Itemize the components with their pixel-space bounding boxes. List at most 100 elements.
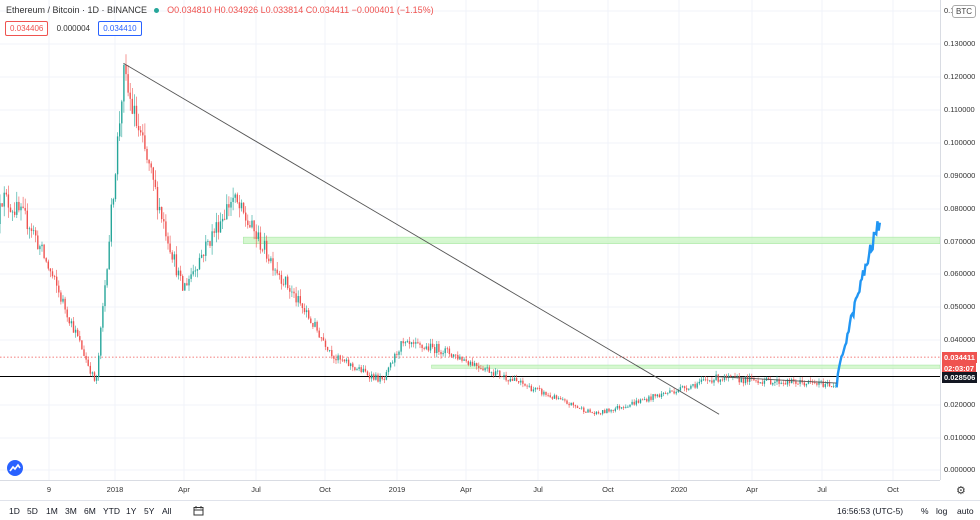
- candle-body: [266, 240, 268, 259]
- candle-body: [373, 374, 375, 380]
- candle-body: [730, 375, 732, 377]
- timeframe-button[interactable]: All: [162, 506, 172, 516]
- candle-body: [163, 219, 165, 222]
- candle-body: [326, 346, 329, 351]
- candle-body: [389, 362, 392, 368]
- candle-body: [518, 381, 520, 383]
- candle-body: [807, 380, 810, 384]
- candle-body: [316, 321, 318, 331]
- timeframe-button[interactable]: 1D: [9, 506, 20, 516]
- candle-body: [93, 372, 96, 381]
- timeframe-button[interactable]: 3M: [65, 506, 77, 516]
- ask-pill[interactable]: 0.034410: [98, 21, 142, 36]
- crosshair-price-label: 0.028506: [942, 371, 978, 383]
- timeframe-button[interactable]: 6M: [84, 506, 96, 516]
- candle-body: [110, 204, 112, 242]
- candle-body: [471, 361, 474, 366]
- trendlines: [123, 62, 837, 415]
- log-toggle[interactable]: log: [936, 506, 948, 516]
- candle-body: [343, 359, 346, 362]
- candle-body: [329, 350, 331, 351]
- price-axis[interactable]: 0.1400000.1300000.1200000.1100000.100000…: [940, 0, 980, 480]
- candle-body: [602, 410, 604, 414]
- time-axis[interactable]: 9 2018 Apr Jul Oct 2019 Apr Jul Oct 2020 Apr Jul Oct: [0, 480, 940, 497]
- clock[interactable]: 16:56:53 (UTC-5): [837, 506, 904, 516]
- time-tick-label: 9: [46, 485, 52, 494]
- symbol-legend: Ethereum / Bitcoin · 1D · BINANCE O0.034…: [6, 5, 434, 15]
- candle-body: [509, 378, 511, 382]
- candle-body: [440, 351, 442, 355]
- time-tick-label: 2019: [388, 485, 406, 494]
- candle-body: [421, 344, 423, 349]
- candle-body: [242, 202, 245, 213]
- price-tick-label: 0.100000: [944, 138, 976, 147]
- symbol-title[interactable]: Ethereum / Bitcoin · 1D · BINANCE: [6, 5, 148, 15]
- candle-body: [734, 376, 736, 378]
- candle-body: [152, 167, 154, 180]
- candle-body: [219, 221, 222, 233]
- candle-body: [299, 296, 301, 304]
- candle-body: [728, 375, 730, 378]
- candle-body: [774, 381, 776, 384]
- candle-body: [700, 379, 703, 382]
- candle-body: [66, 309, 68, 318]
- candle-body: [616, 406, 619, 409]
- candle-body: [45, 258, 47, 262]
- candle-body: [131, 98, 133, 114]
- candle-body: [501, 376, 503, 377]
- price-tick-label: 0.130000: [944, 39, 976, 48]
- candle-body: [375, 374, 377, 380]
- timeframe-button[interactable]: 1M: [46, 506, 58, 516]
- candle-body: [87, 359, 89, 366]
- candle-body: [494, 371, 497, 376]
- settings-gear-icon[interactable]: ⚙: [956, 485, 966, 497]
- price-chart[interactable]: [0, 0, 940, 480]
- candle-body: [320, 337, 322, 339]
- bid-pill[interactable]: 0.034406: [5, 21, 49, 36]
- candle-body: [276, 269, 278, 274]
- percent-toggle[interactable]: %: [921, 506, 929, 516]
- candle-body: [64, 298, 66, 310]
- candle-body: [436, 343, 438, 354]
- candle-body: [234, 194, 236, 198]
- timeframe-button[interactable]: 1Y: [126, 506, 137, 516]
- candle-body: [490, 372, 493, 374]
- candle-body: [9, 207, 12, 213]
- candle-body: [589, 409, 591, 413]
- chart-area[interactable]: Ethereum / Bitcoin · 1D · BINANCE O0.034…: [0, 0, 940, 480]
- candle-body: [79, 336, 81, 341]
- candle-body: [39, 246, 41, 250]
- candle-body: [297, 296, 299, 303]
- candle-body: [161, 206, 163, 220]
- candle-body: [536, 387, 539, 389]
- candle-body: [89, 365, 91, 374]
- candle-body: [557, 398, 560, 399]
- tradingview-logo-icon[interactable]: [7, 460, 23, 476]
- candle-body: [429, 343, 432, 351]
- candle-body: [240, 202, 243, 209]
- candle-body: [828, 382, 831, 387]
- candle-body: [595, 411, 598, 415]
- candle-body: [822, 381, 824, 387]
- candle-body: [51, 271, 54, 277]
- candle-body: [669, 390, 671, 393]
- candle-body: [560, 398, 562, 400]
- candle-body: [123, 64, 125, 102]
- candle-body: [303, 308, 306, 313]
- timeframe-button[interactable]: 5Y: [144, 506, 155, 516]
- candle-body: [144, 135, 146, 149]
- candle-body: [637, 400, 640, 403]
- auto-toggle[interactable]: auto: [957, 506, 974, 516]
- candle-body: [438, 343, 440, 352]
- bottom-toolbar: 1D 5D 1M 3M 6M YTD 1Y 5Y All 16:56:53 (UTC-5) % …: [0, 500, 980, 520]
- candle-body: [574, 405, 577, 407]
- candle-body: [213, 231, 215, 233]
- timeframe-button[interactable]: YTD: [103, 506, 120, 516]
- timeframe-button[interactable]: 5D: [27, 506, 38, 516]
- candle-body: [805, 383, 808, 386]
- currency-badge[interactable]: BTC: [952, 5, 976, 18]
- date-range-icon[interactable]: [193, 506, 204, 516]
- candle-body: [135, 105, 138, 126]
- candle-body: [226, 204, 228, 220]
- candle-body: [604, 410, 606, 414]
